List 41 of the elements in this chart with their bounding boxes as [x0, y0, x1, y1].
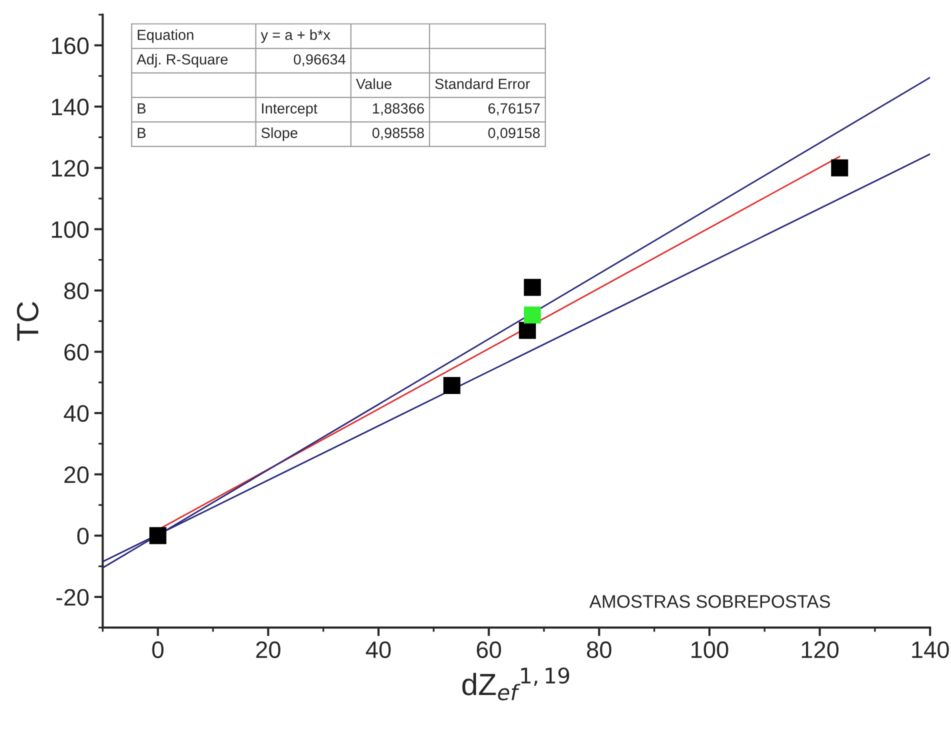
x-tick-label: 40 — [366, 641, 391, 658]
annotation: Standard Error — [435, 78, 530, 90]
point — [149, 527, 166, 544]
x-tick-label: 120 — [802, 641, 839, 658]
annotation: 0,09158 — [488, 128, 540, 140]
point — [524, 278, 541, 296]
annotation: AMOSTRAS SOBREPOSTAS — [589, 595, 830, 608]
annotation: Adj. R-Square — [136, 54, 228, 68]
y-tick-label: 120 — [52, 160, 89, 177]
x-tick-label: 0 — [152, 641, 164, 658]
y-tick-label: 0 — [77, 528, 89, 544]
annotation: 1,88366 — [372, 103, 424, 116]
point — [524, 306, 541, 324]
annotation: 6,76157 — [488, 103, 540, 116]
annotation: Equation — [138, 29, 194, 43]
y-tick-label: 160 — [52, 37, 89, 54]
annotation: y = a + b*x — [260, 29, 330, 43]
y-tick-label: -20 — [56, 588, 89, 606]
point — [831, 159, 848, 176]
point — [518, 322, 536, 339]
x-tick-label: 60 — [476, 641, 502, 658]
annotation: 0,98558 — [372, 128, 424, 140]
y-tick-label: 40 — [64, 405, 89, 422]
y-tick-label: 140 — [52, 98, 89, 116]
y-axis-title: TC — [16, 302, 39, 341]
annotation: 0,96634 — [294, 54, 346, 66]
y-tick-label: 20 — [64, 466, 89, 484]
x-axis-title: dZ$_{ef}$$^{1,19}$ — [462, 667, 570, 700]
x-tick-label: 100 — [692, 641, 728, 658]
annotation: B — [138, 103, 146, 114]
annotation: Intercept — [262, 103, 318, 116]
x-tick-label: 140 — [912, 641, 949, 658]
x-tick-label: 20 — [256, 641, 280, 658]
y-tick-label: 80 — [64, 282, 89, 300]
y-tick-label: 60 — [64, 344, 89, 361]
y-tick-label: 100 — [52, 221, 89, 238]
annotation: Value — [356, 78, 392, 90]
x-tick-label: 80 — [587, 641, 612, 658]
point — [443, 376, 460, 394]
annotation: Slope — [261, 127, 298, 141]
annotation: B — [138, 128, 146, 138]
